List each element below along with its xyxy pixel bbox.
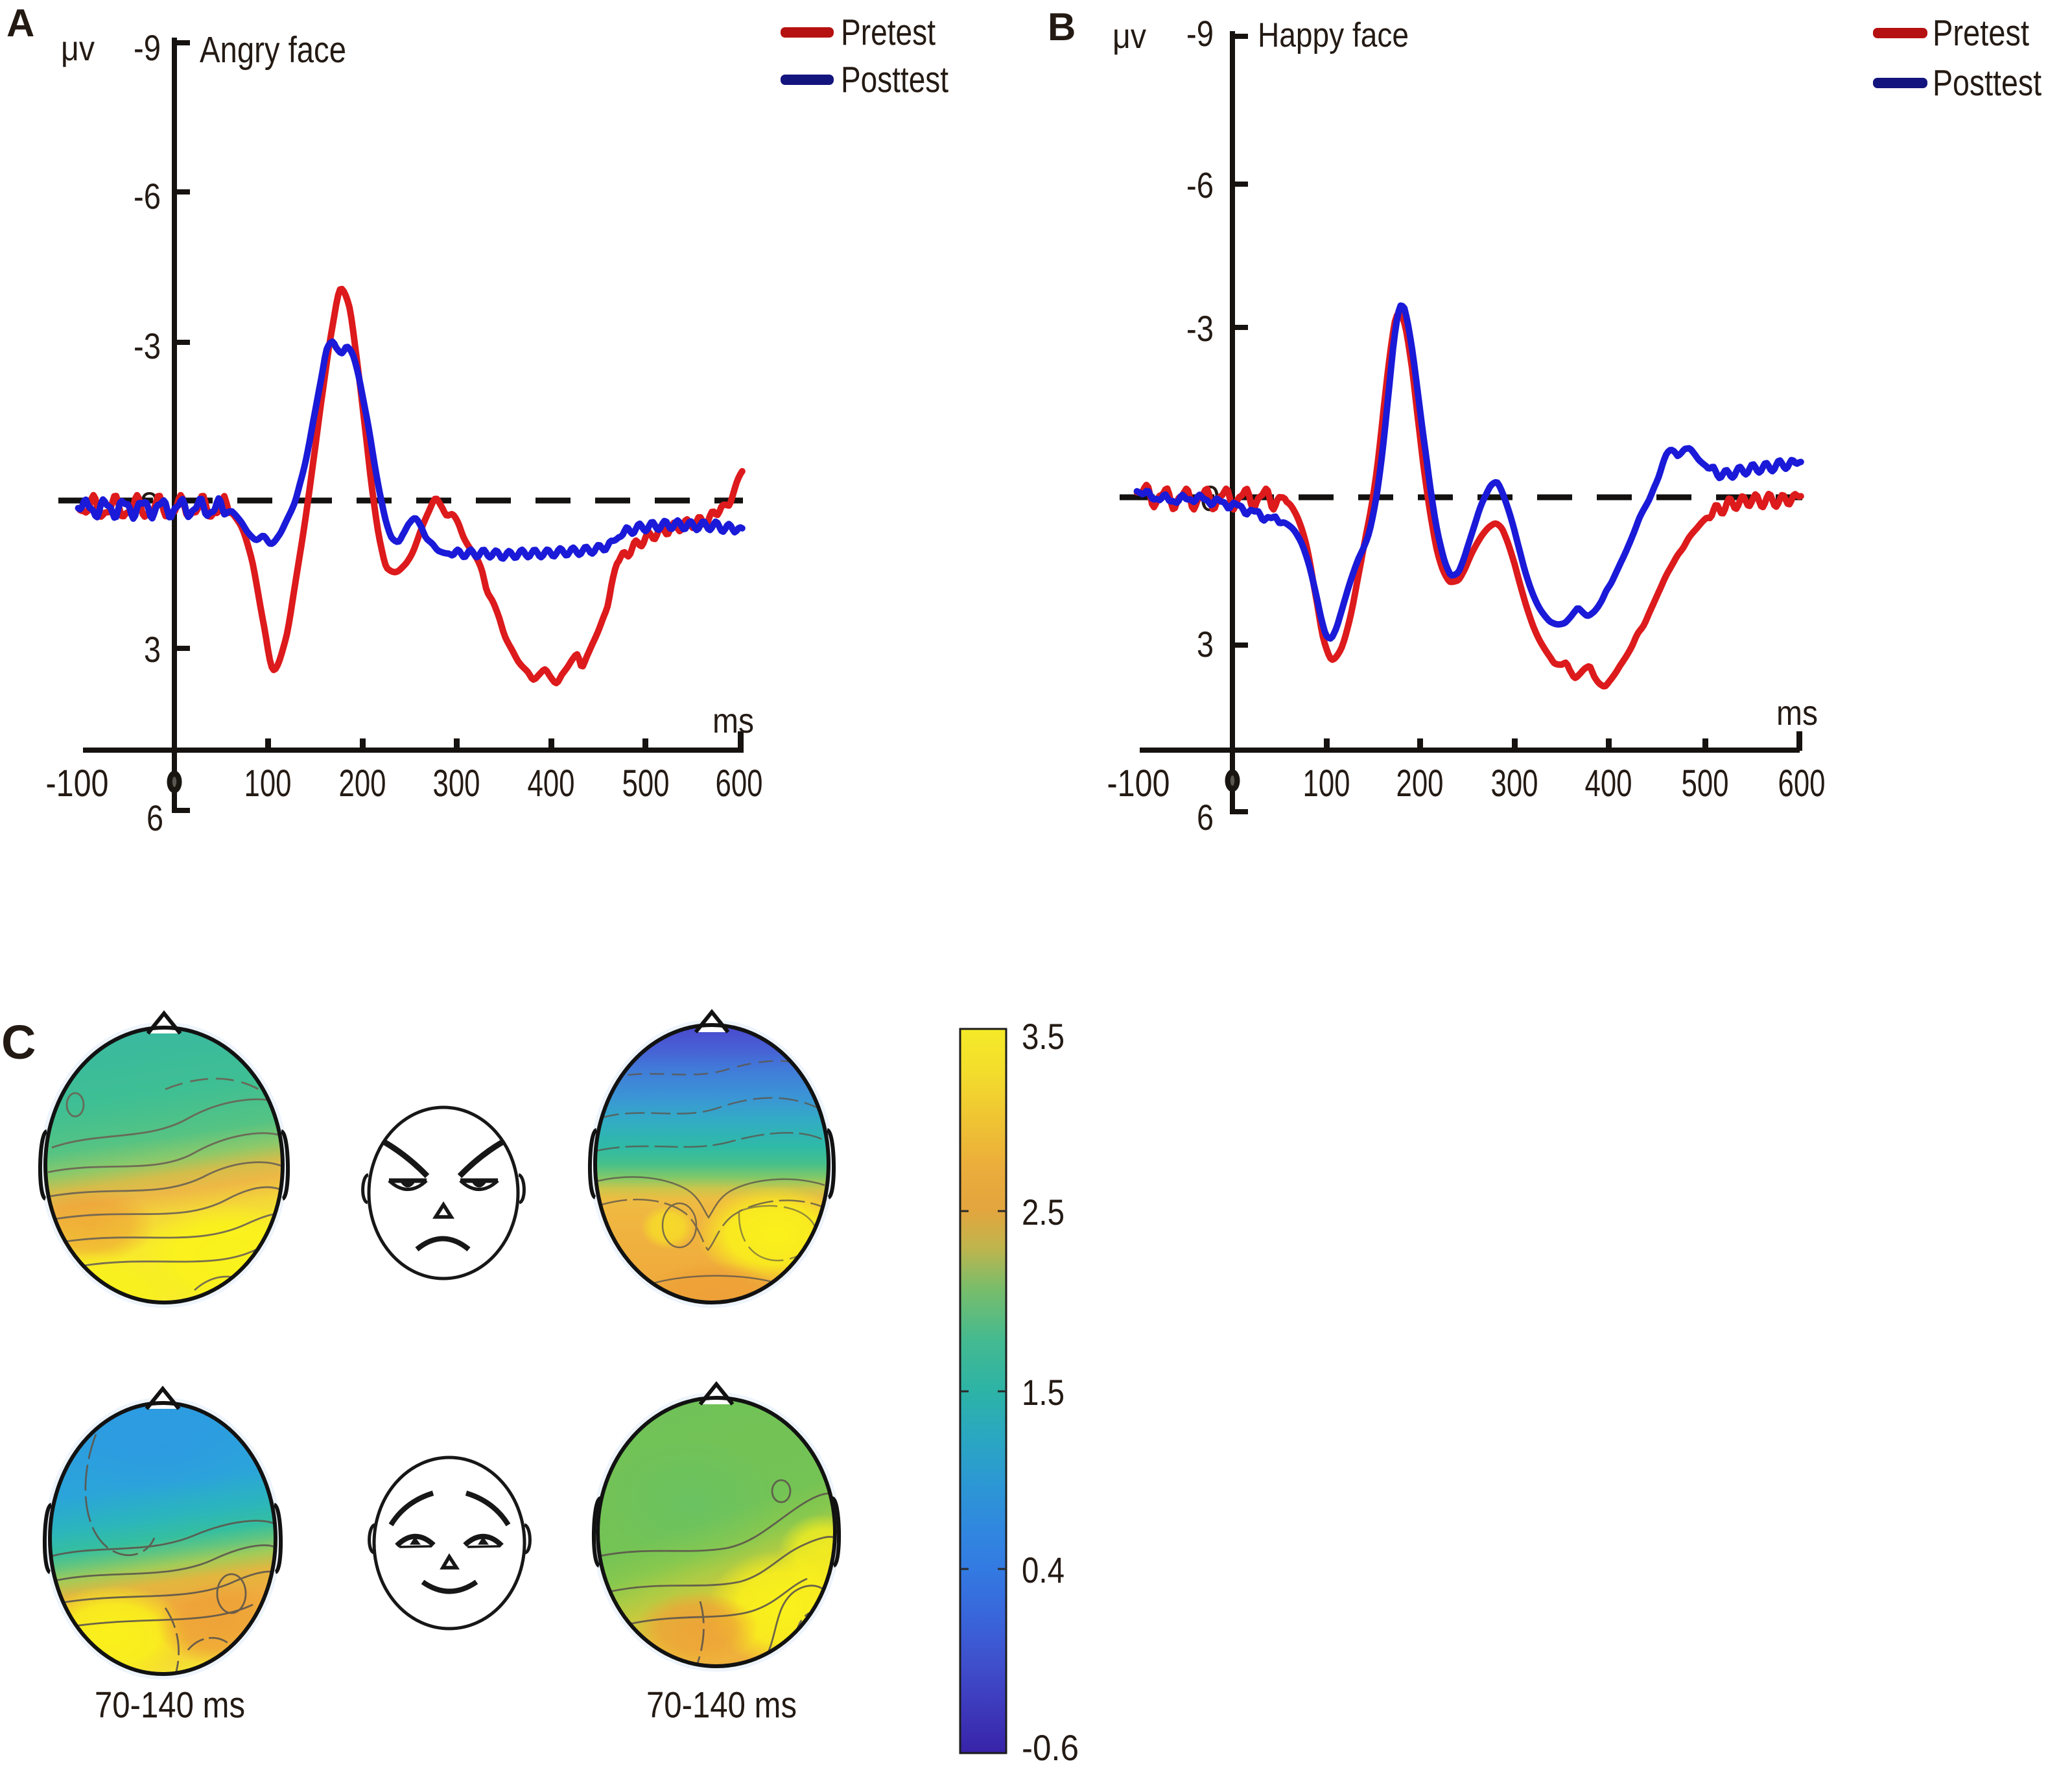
svg-text:μv: μv: [1112, 17, 1146, 56]
svg-text:100: 100: [1303, 762, 1350, 805]
svg-text:-9: -9: [134, 27, 161, 68]
svg-text:6: 6: [1197, 797, 1214, 838]
svg-text:600: 600: [716, 762, 763, 805]
svg-text:-100: -100: [46, 762, 109, 805]
svg-text:100: 100: [244, 762, 292, 805]
svg-text:70-140 ms: 70-140 ms: [95, 1684, 245, 1726]
svg-text:70-140 ms: 70-140 ms: [646, 1684, 797, 1726]
svg-text:300: 300: [433, 762, 480, 805]
svg-text:3: 3: [144, 629, 161, 670]
svg-text:-3: -3: [134, 325, 161, 366]
svg-text:μv: μv: [61, 29, 95, 68]
svg-text:0.4: 0.4: [1022, 1550, 1065, 1590]
svg-text:-100: -100: [1107, 762, 1170, 805]
svg-text:200: 200: [1396, 762, 1444, 805]
svg-text:1.5: 1.5: [1022, 1372, 1065, 1413]
svg-text:-9: -9: [1186, 13, 1214, 54]
svg-text:400: 400: [1585, 762, 1632, 805]
svg-text:Pretest: Pretest: [1933, 12, 2029, 54]
svg-text:ms: ms: [712, 701, 754, 740]
svg-text:Posttest: Posttest: [841, 59, 948, 100]
svg-text:3: 3: [1197, 624, 1214, 665]
svg-text:500: 500: [622, 762, 670, 805]
svg-text:B: B: [1048, 5, 1076, 49]
svg-text:-0.6: -0.6: [1022, 1727, 1079, 1768]
svg-text:6: 6: [147, 797, 163, 838]
svg-text:600: 600: [1778, 762, 1826, 805]
svg-text:-3: -3: [1186, 308, 1214, 349]
svg-text:ms: ms: [1776, 694, 1818, 733]
svg-text:Happy face: Happy face: [1258, 16, 1409, 54]
svg-text:400: 400: [528, 762, 575, 805]
svg-text:Posttest: Posttest: [1933, 62, 2042, 104]
svg-text:500: 500: [1682, 762, 1729, 805]
svg-text:A: A: [6, 1, 34, 45]
svg-text:-6: -6: [134, 176, 161, 217]
svg-text:Angry face: Angry face: [200, 29, 346, 71]
svg-text:3.5: 3.5: [1022, 1016, 1065, 1057]
svg-text:-6: -6: [1186, 165, 1214, 206]
svg-text:2.5: 2.5: [1022, 1192, 1065, 1232]
svg-text:200: 200: [339, 762, 386, 805]
svg-text:C: C: [1, 1015, 36, 1069]
svg-text:Pretest: Pretest: [841, 12, 936, 53]
svg-text:300: 300: [1491, 762, 1538, 805]
